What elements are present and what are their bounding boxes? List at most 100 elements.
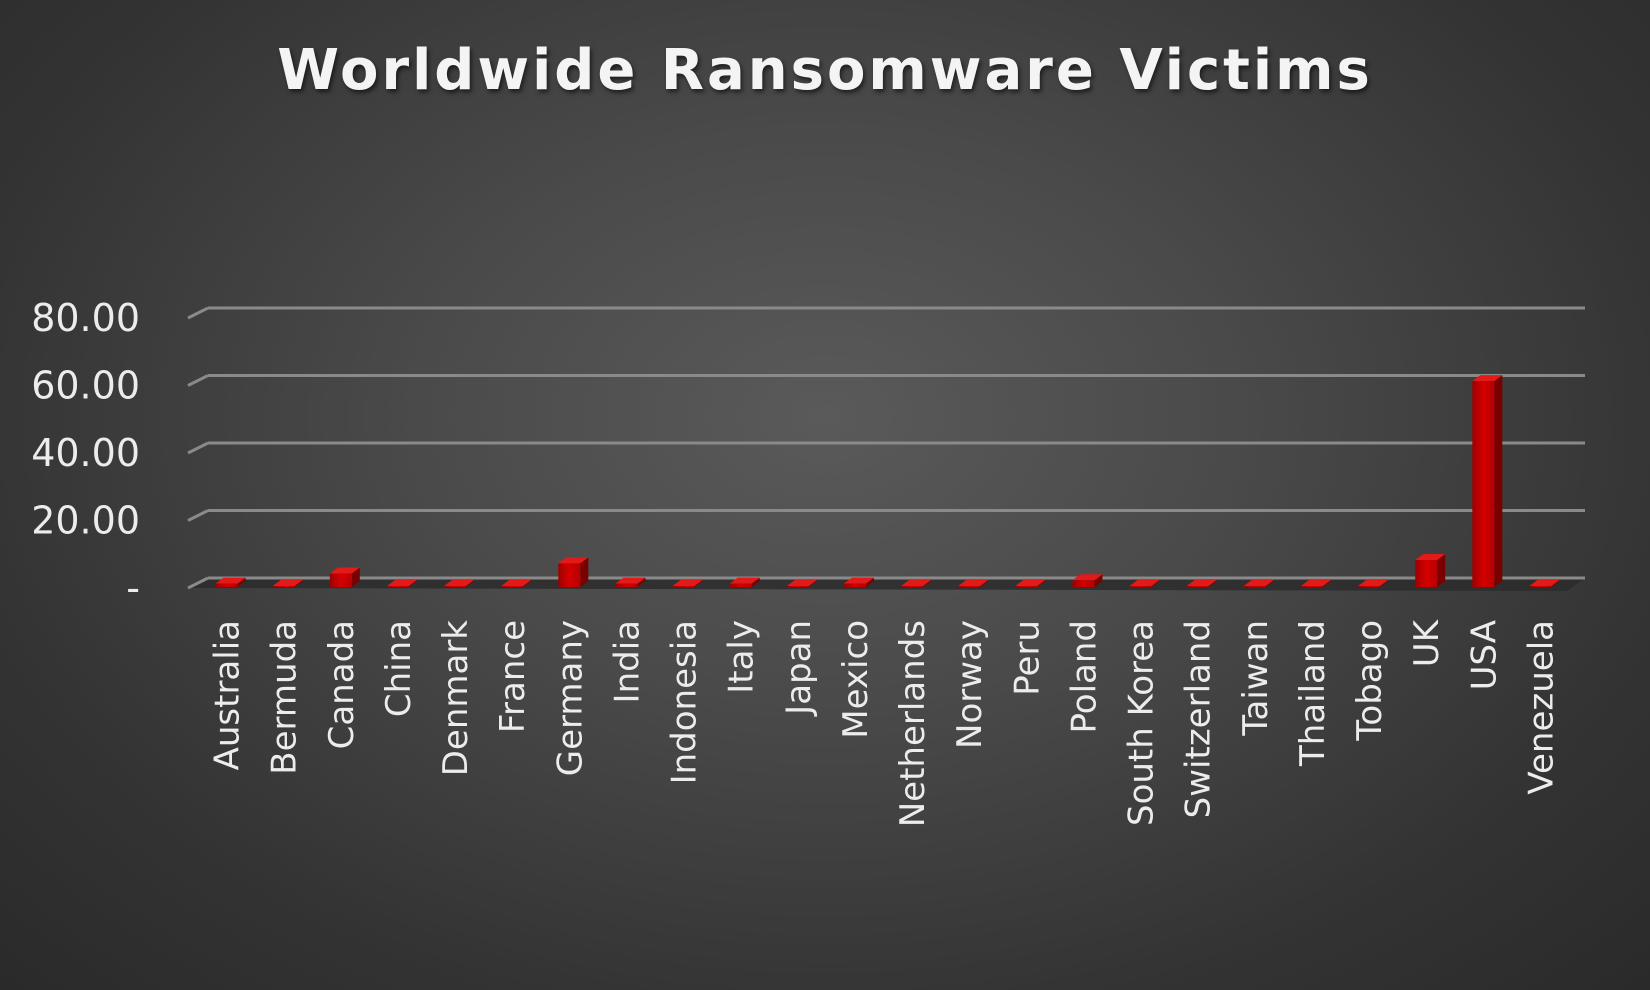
x-tick-label: UK <box>1407 618 1447 667</box>
bar-top <box>1186 579 1217 586</box>
bar-front <box>786 585 809 587</box>
x-tick-label: Venezuela <box>1521 620 1561 795</box>
x-tick-label: Tobago <box>1350 620 1390 742</box>
x-tick-label: Germany <box>550 620 590 776</box>
bar-front <box>1186 585 1209 587</box>
x-tick-label: Taiwan <box>1236 620 1276 737</box>
bar-side <box>694 579 703 587</box>
bar-front <box>958 585 981 587</box>
x-tick-label: Bermuda <box>265 620 305 775</box>
bar-side <box>1151 579 1160 587</box>
bar-front <box>615 583 638 587</box>
x-tick-label: India <box>607 620 647 703</box>
bar-side <box>1494 375 1503 587</box>
bar-side <box>237 577 246 587</box>
bar <box>1243 579 1274 587</box>
bar-top <box>215 577 246 584</box>
bar-top <box>444 579 475 586</box>
bar-side <box>294 579 303 587</box>
bar <box>386 579 417 587</box>
x-tick-label: China <box>379 620 419 717</box>
bar-side <box>980 579 989 587</box>
gridline-depth <box>187 576 209 590</box>
bar-side <box>1322 579 1331 587</box>
bar-side <box>1380 579 1389 587</box>
y-tick-label: 60.00 <box>31 364 140 408</box>
bar <box>786 579 817 587</box>
bar-side <box>1437 554 1446 587</box>
bar-top <box>958 579 989 586</box>
bar-side <box>580 557 589 587</box>
bar-top <box>1358 579 1389 586</box>
bar-side <box>1551 579 1560 587</box>
x-tick-label: Canada <box>322 620 362 749</box>
bar-front <box>1472 381 1495 587</box>
bar-side <box>523 579 532 587</box>
bar-side <box>466 579 475 587</box>
x-tick-label: France <box>493 620 533 733</box>
bar <box>1415 554 1446 587</box>
bar-top <box>501 579 532 586</box>
bar-top <box>1129 579 1160 586</box>
bar-front <box>672 585 695 587</box>
x-tick-label: Switzerland <box>1179 620 1219 818</box>
bar-front <box>329 573 352 587</box>
bar-front <box>1300 585 1323 587</box>
gridline-depth <box>187 509 209 522</box>
y-tick-label: 80.00 <box>31 296 140 340</box>
bar-side <box>1265 579 1274 587</box>
chart-floor <box>188 578 1585 591</box>
bar <box>1300 579 1331 587</box>
bar-front <box>215 583 238 587</box>
bar <box>729 577 760 587</box>
x-tick-label: Australia <box>208 620 248 770</box>
bar-top <box>1243 579 1274 586</box>
y-tick-label: 40.00 <box>31 431 140 475</box>
chart-title: Worldwide Ransomware Victims <box>277 38 1373 103</box>
bar-side <box>637 577 646 587</box>
bar-front <box>1415 560 1438 587</box>
bar <box>444 579 475 587</box>
x-tick-label: Denmark <box>436 620 476 777</box>
bar-top <box>786 579 817 586</box>
bar-front <box>1243 585 1266 587</box>
bar-top <box>1529 579 1560 586</box>
bar-top <box>386 579 417 586</box>
bar-front <box>558 563 581 587</box>
bar-top <box>843 577 874 584</box>
bar-side <box>751 577 760 587</box>
x-tick-label: Italy <box>722 620 762 694</box>
bar <box>1015 579 1046 587</box>
bar-side <box>865 577 874 587</box>
bar-front <box>901 585 924 587</box>
bar <box>672 579 703 587</box>
x-tick-label: Mexico <box>836 620 876 739</box>
bar-front <box>444 585 467 587</box>
bar <box>501 579 532 587</box>
bar <box>1129 579 1160 587</box>
gridline-depth <box>187 306 209 320</box>
bar <box>1358 579 1389 587</box>
bar <box>843 577 874 587</box>
bar <box>272 579 303 587</box>
bar-top <box>729 577 760 584</box>
x-tick-label: Indonesia <box>665 620 705 784</box>
x-tick-label: Netherlands <box>893 620 933 827</box>
bar <box>1186 579 1217 587</box>
gridline-depth <box>187 374 209 387</box>
bar <box>1072 574 1103 587</box>
y-tick-label: - <box>126 566 140 610</box>
bar <box>215 577 246 587</box>
bar-front <box>386 585 409 587</box>
bar-front <box>501 585 524 587</box>
bar-front <box>1072 580 1095 587</box>
gridline-depth <box>187 441 209 455</box>
x-tick-label: Peru <box>1007 620 1047 696</box>
x-tick-label: Norway <box>950 620 990 749</box>
bar-top <box>1072 574 1103 581</box>
bar <box>958 579 989 587</box>
bar-side <box>1208 579 1217 587</box>
bar-top <box>1300 579 1331 586</box>
bar-side <box>408 579 417 587</box>
